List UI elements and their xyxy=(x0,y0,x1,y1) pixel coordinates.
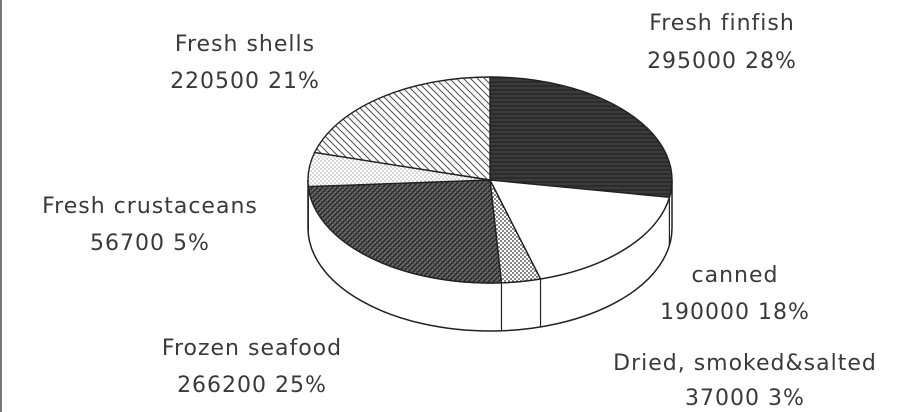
pie-slice-fresh-finfish xyxy=(489,76,673,199)
label-frozen-seafood-value: 266200 25% xyxy=(177,373,327,398)
pie-slice-frozen-seafood xyxy=(307,179,503,284)
label-fresh-shells-name: Fresh shells xyxy=(175,32,315,57)
label-fresh-crustaceans-name: Fresh crustaceans xyxy=(42,194,258,219)
label-fresh-finfish-value: 295000 28% xyxy=(647,49,797,74)
label-dried-name: Dried, smoked&salted xyxy=(613,351,877,376)
pie-slice-fresh-shells xyxy=(313,76,491,181)
pie-slice-canned xyxy=(488,179,671,280)
label-fresh-finfish-name: Fresh finfish xyxy=(649,11,795,36)
pie-top xyxy=(307,76,673,284)
label-canned-value: 190000 18% xyxy=(660,300,810,325)
label-frozen-seafood-name: Frozen seafood xyxy=(162,336,342,361)
label-canned-name: canned xyxy=(692,263,779,288)
label-dried-value: 37000 3% xyxy=(685,386,805,411)
label-fresh-crustaceans-value: 56700 5% xyxy=(90,231,210,256)
label-fresh-shells-value: 220500 21% xyxy=(170,69,320,94)
